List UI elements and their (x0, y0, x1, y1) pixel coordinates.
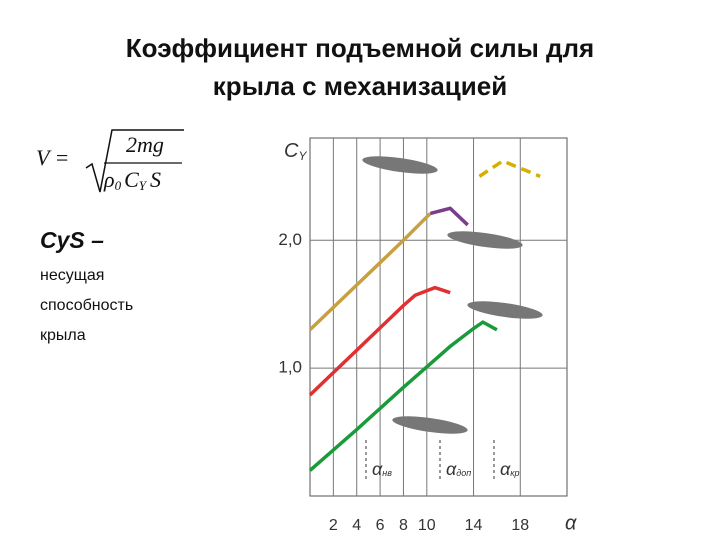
y-axis-label-sub: Y (298, 149, 307, 163)
airfoil (467, 301, 543, 319)
x-tick-label: 8 (399, 517, 408, 534)
text-line: крыла (40, 327, 86, 344)
annotation-subscript: нв (382, 468, 392, 478)
annotation-symbol: α (446, 459, 457, 479)
numerator: 2mg (126, 132, 164, 157)
series-line (308, 320, 498, 472)
x-tick-label: 2 (329, 517, 338, 534)
rho-sub: 0 (115, 178, 122, 193)
series-line (308, 212, 432, 332)
y-axis-label: CY (284, 140, 307, 163)
y-tick-label: 2,0 (278, 230, 302, 249)
annotation-subscript: кр (510, 468, 519, 478)
annotation-symbol: α (500, 459, 511, 479)
text-line: способность (40, 297, 133, 314)
formula-lhs: V = (36, 145, 69, 170)
series-line (308, 285, 451, 397)
x-tick-label: 6 (376, 517, 385, 534)
cy-sub: Y (139, 178, 148, 193)
annotation-subscript: доп (456, 468, 471, 478)
x-tick-label: 4 (352, 517, 361, 534)
cy: C (124, 167, 139, 192)
formula: V = 2mg ρ0 CY S (36, 129, 184, 193)
title-line: Коэффициент подъемной силы для (126, 33, 594, 63)
y-axis-label-main: C (284, 140, 299, 162)
term: CyS – (40, 227, 104, 253)
y-tick-label: 1,0 (278, 358, 302, 377)
airfoil (392, 416, 468, 434)
s: S (150, 167, 161, 192)
x-tick-label: 14 (465, 517, 483, 534)
x-axis-label: α (565, 512, 577, 534)
annotation-symbol: α (372, 459, 383, 479)
x-tick-label: 18 (511, 517, 529, 534)
denominator: ρ0 CY S (103, 167, 161, 193)
radical (85, 129, 184, 193)
series-line (478, 159, 541, 178)
plot-frame (309, 137, 568, 497)
series-line (429, 206, 469, 227)
annotation: αкр (500, 459, 520, 479)
title-line: крыла с механизацией (213, 71, 507, 101)
text-line: несущая (40, 267, 104, 284)
airfoil (447, 231, 523, 249)
airfoil (362, 156, 438, 174)
x-tick-label: 10 (418, 517, 436, 534)
annotation: αнв (372, 459, 392, 479)
annotation: αдоп (446, 459, 471, 479)
rho: ρ (103, 167, 115, 192)
